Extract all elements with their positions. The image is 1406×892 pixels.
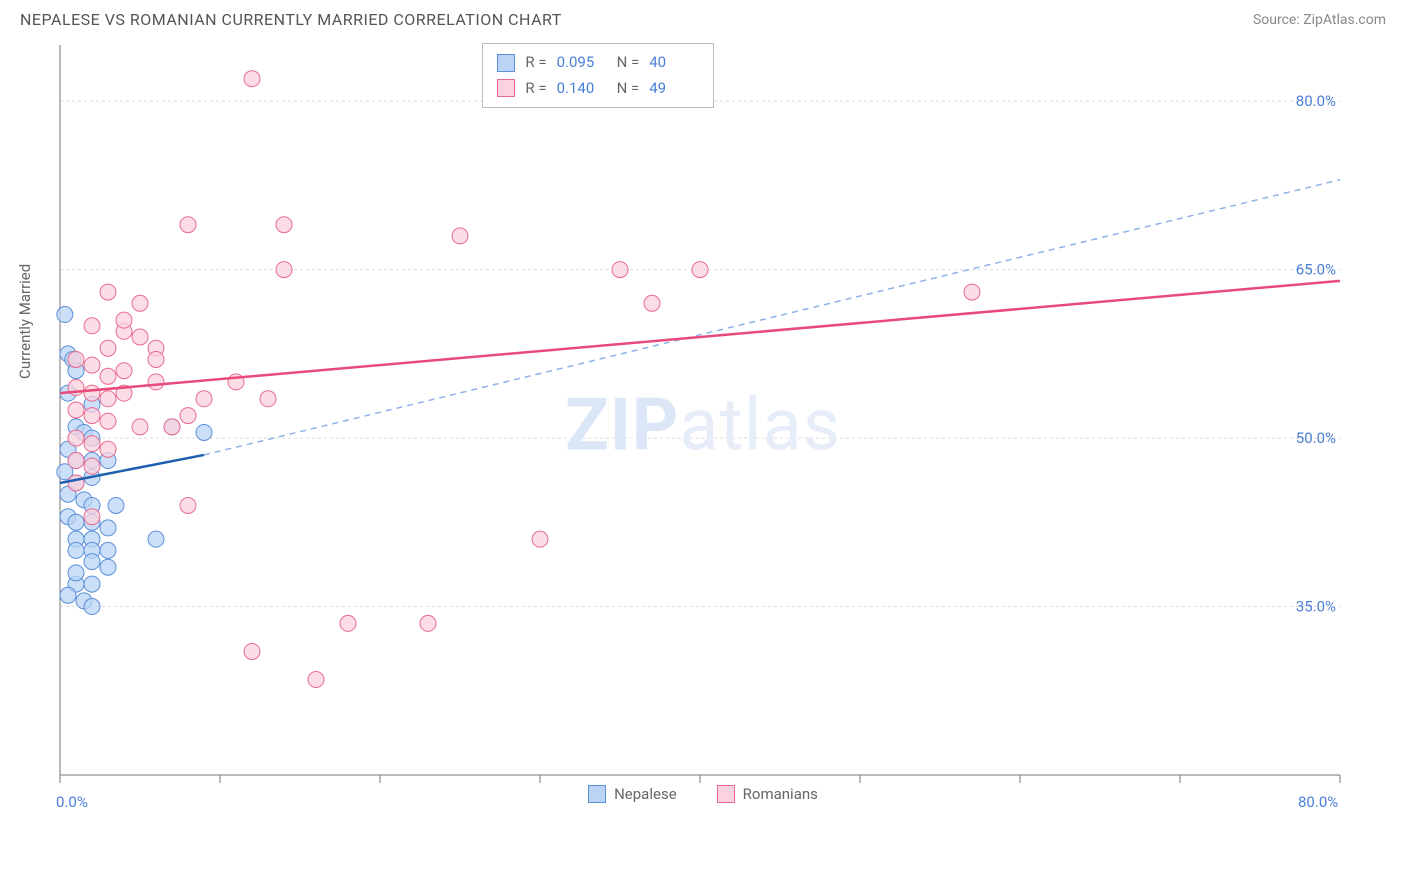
y-axis-label: Currently Married [16,264,34,379]
legend-item-nepalese: Nepalese [588,785,677,803]
legend-label-romanians: Romanians [743,785,818,803]
svg-text:65.0%: 65.0% [1296,261,1336,279]
svg-text:50.0%: 50.0% [1296,429,1336,447]
legend-swatch-nepalese [588,785,606,803]
scatter-chart: 35.0% 50.0% 65.0% 80.0% [20,35,1360,815]
chart-area: Currently Married ZIPatlas 35.0%50.0%65.… [20,35,1386,815]
svg-text:35.0%: 35.0% [1296,598,1336,616]
legend-item-romanians: Romanians [717,785,818,803]
stats-legend: R =0.095N =40R =0.140N =49 [482,43,714,108]
legend-label-nepalese: Nepalese [614,785,677,803]
chart-source: Source: ZipAtlas.com [1253,12,1386,28]
legend-swatch-romanians [717,785,735,803]
chart-header: NEPALESE VS ROMANIAN CURRENTLY MARRIED C… [0,0,1406,35]
series-legend: Nepalese Romanians [20,785,1386,803]
svg-text:80.0%: 80.0% [1296,92,1336,110]
chart-title: NEPALESE VS ROMANIAN CURRENTLY MARRIED C… [20,10,562,29]
